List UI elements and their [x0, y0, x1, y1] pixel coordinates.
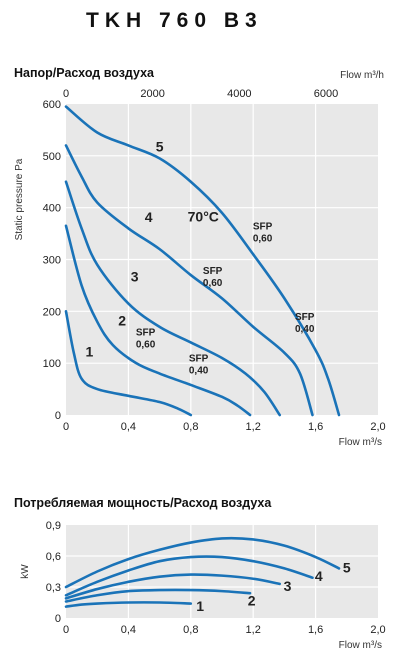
pressure-y-axis-label: Static pressure Pa — [14, 158, 25, 240]
pressure-chart-title: Напор/Расход воздуха — [14, 66, 155, 80]
pressure-sfp-label: SFP — [203, 266, 223, 277]
pressure-x-tick-label: 1,2 — [246, 421, 261, 433]
pressure-top-axis-label: Flow m³/h — [340, 70, 384, 81]
pressure-y-tick-label: 200 — [43, 306, 61, 318]
pressure-series-2-line — [64, 224, 252, 417]
pressure-sfp-label: 0,40 — [295, 324, 315, 335]
product-title: TKH 760 B3 — [86, 9, 263, 32]
power-x-tick-label: 1,2 — [246, 624, 261, 636]
pressure-y-tick-label: 400 — [43, 203, 61, 215]
pressure-y-tick-label: 500 — [43, 151, 61, 163]
pressure-top-tick-label: 4000 — [227, 88, 251, 100]
power-x-axis-label: Flow m³/s — [339, 640, 382, 651]
pressure-x-tick-label: 1,6 — [308, 421, 323, 433]
power-y-tick-label: 0,3 — [46, 582, 61, 594]
power-x-tick-label: 2,0 — [370, 624, 385, 636]
power-x-tick-label: 1,6 — [308, 624, 323, 636]
power-y-tick-label: 0,9 — [46, 520, 61, 532]
pressure-curve-label: 5 — [156, 139, 164, 155]
power-y-tick-label: 0,6 — [46, 551, 61, 563]
power-curve-label: 2 — [248, 593, 256, 609]
pressure-y-tick-label: 0 — [55, 410, 61, 422]
power-x-tick-label: 0,4 — [121, 624, 136, 636]
power-curve-label: 4 — [315, 568, 323, 584]
pressure-x-tick-label: 0 — [63, 421, 69, 433]
pressure-curve-label: 1 — [86, 343, 94, 359]
pressure-y-tick-label: 600 — [43, 99, 61, 111]
pressure-sfp-label: SFP — [253, 221, 273, 232]
pressure-curve-label: 2 — [118, 312, 126, 328]
power-y-tick-label: 0 — [55, 613, 61, 625]
power-series-3-line — [64, 573, 282, 600]
power-curve-label: 3 — [284, 578, 292, 594]
power-curve-label: 1 — [196, 598, 204, 614]
pressure-series-1-line — [64, 310, 193, 417]
power-series-4-line — [64, 555, 314, 597]
pressure-x-tick-label: 0,8 — [183, 421, 198, 433]
pressure-x-axis-label: Flow m³/s — [339, 437, 382, 448]
power-curve-label: 5 — [343, 560, 351, 576]
power-series-1-line — [64, 601, 193, 608]
pressure-sfp-label: 0,60 — [203, 278, 223, 289]
power-chart-title: Потребляемая мощность/Расход воздуха — [14, 496, 272, 510]
pressure-series-4-line — [64, 144, 314, 417]
pressure-sfp-label: 0,60 — [136, 340, 156, 351]
pressure-curve-label: 3 — [131, 268, 139, 284]
power-series-5-line — [64, 536, 341, 589]
pressure-curve-label: 4 — [145, 209, 153, 225]
power-x-tick-label: 0,8 — [183, 624, 198, 636]
pressure-top-tick-label: 2000 — [140, 88, 164, 100]
pressure-x-tick-label: 0,4 — [121, 421, 136, 433]
pressure-top-tick-label: 6000 — [314, 88, 338, 100]
pressure-series-3-line — [64, 180, 282, 417]
pressure-x-tick-label: 2,0 — [370, 421, 385, 433]
pressure-y-tick-label: 300 — [43, 255, 61, 267]
pressure-sfp-label: SFP — [295, 312, 315, 323]
power-x-tick-label: 0 — [63, 624, 69, 636]
pressure-series-5-line — [64, 105, 341, 417]
pressure-top-tick-label: 0 — [63, 88, 69, 100]
pressure-sfp-label: SFP — [136, 328, 156, 339]
pressure-temperature-label: 70°C — [188, 209, 219, 225]
power-series-2-line — [64, 588, 252, 603]
power-y-axis-label: kW — [20, 564, 31, 579]
pressure-sfp-label: SFP — [189, 354, 209, 365]
pressure-sfp-label: 0,40 — [189, 366, 209, 377]
pressure-sfp-label: 0,60 — [253, 233, 273, 244]
pressure-y-tick-label: 100 — [43, 358, 61, 370]
